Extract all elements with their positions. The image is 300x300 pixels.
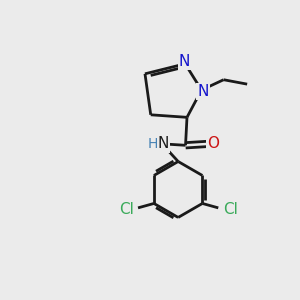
- Text: N: N: [197, 84, 209, 99]
- Text: H: H: [147, 137, 158, 151]
- Text: Cl: Cl: [223, 202, 238, 217]
- Text: N: N: [179, 54, 190, 69]
- Text: O: O: [208, 136, 220, 151]
- Text: N: N: [158, 136, 169, 151]
- Text: Cl: Cl: [119, 202, 134, 217]
